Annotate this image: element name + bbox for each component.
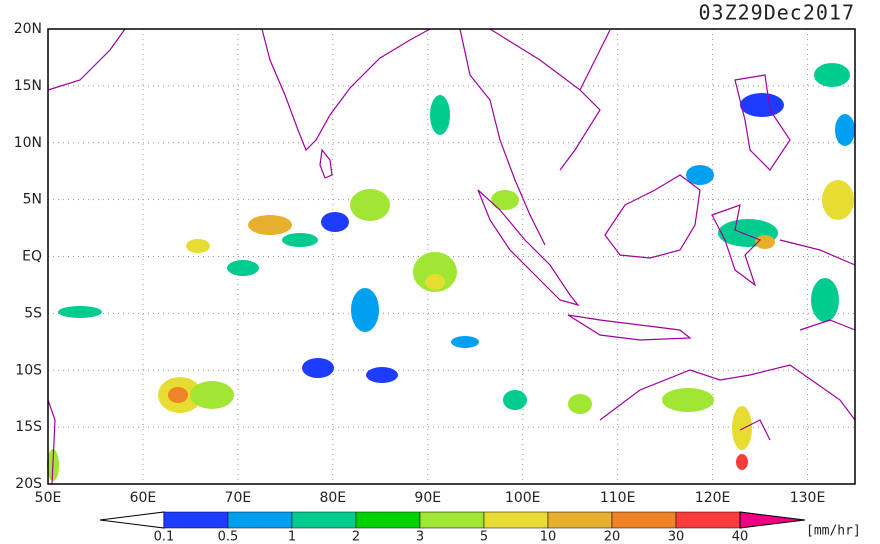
lon-label: 90E [414, 490, 441, 506]
colorbar-label: 5 [480, 530, 488, 544]
colorbar-label: 2 [352, 530, 360, 544]
lon-label: 60E [130, 490, 157, 506]
rain-area [186, 239, 210, 253]
rain-area [811, 278, 839, 322]
rain-area [736, 454, 748, 470]
lon-label: 50E [35, 490, 62, 506]
rain-area [814, 63, 850, 87]
lat-label: 20S [15, 476, 42, 492]
colorbar-box [611, 511, 677, 529]
rain-areas [47, 63, 855, 481]
rain-area [686, 165, 714, 185]
lat-label: 15N [14, 78, 42, 94]
colorbar-box [291, 511, 357, 529]
colorbar-box [547, 511, 613, 529]
colorbar-label: 0.5 [218, 530, 239, 544]
rain-area [425, 274, 445, 290]
lon-label: 80E [319, 490, 346, 506]
rain-area [190, 381, 234, 409]
colorbar-low [99, 511, 165, 529]
coastline [319, 148, 333, 179]
coastline [604, 174, 701, 259]
lat-label: EQ [22, 249, 42, 265]
rain-area [662, 388, 714, 412]
rain-area [168, 387, 188, 403]
rain-area [282, 233, 318, 247]
colorbar-high [739, 511, 806, 529]
rain-area [58, 306, 102, 318]
coastlines [47, 28, 856, 485]
rain-area [413, 252, 457, 292]
colorbar-box [163, 511, 229, 529]
rain-area [430, 95, 450, 135]
colorbar-label: 30 [668, 530, 685, 544]
coastline [47, 28, 126, 485]
rain-area [351, 288, 379, 332]
rain-area [350, 189, 390, 221]
lat-label: 20N [14, 21, 42, 37]
lon-label: 100E [505, 490, 541, 506]
lon-label: 110E [600, 490, 636, 506]
colorbar-label: 0.1 [154, 530, 175, 544]
lon-label: 120E [695, 490, 731, 506]
rain-area [835, 114, 855, 146]
colorbar-box [483, 511, 549, 529]
lon-label: 130E [790, 490, 826, 506]
grid [48, 29, 855, 484]
rain-area [321, 212, 349, 232]
rain-area [451, 336, 479, 348]
colorbar-label: 40 [732, 530, 749, 544]
colorbar-unit: [mm/hr] [806, 524, 861, 539]
rain-area [732, 406, 752, 450]
rain-area [302, 358, 334, 378]
colorbar-box [419, 511, 485, 529]
rain-area [503, 390, 527, 410]
coastline [477, 189, 580, 307]
colorbar-box [227, 511, 293, 529]
rain-area [568, 394, 592, 414]
coastline [567, 314, 692, 341]
rain-area [227, 260, 259, 276]
rain-area [366, 367, 398, 383]
coastline [459, 28, 546, 246]
lat-label: 10S [15, 362, 42, 378]
lon-label: 70E [225, 490, 252, 506]
rain-area [755, 235, 775, 249]
coastline [261, 28, 431, 152]
colorbar-box [675, 511, 741, 529]
colorbar-label: 3 [416, 530, 424, 544]
rain-area [822, 180, 854, 220]
colorbar: 0.1 0.5 1 2 3 5 10 20 30 40 [mm/hr] [99, 511, 861, 544]
coastline [779, 239, 856, 331]
rain-area [491, 190, 519, 210]
rain-area [248, 215, 292, 235]
coastline [734, 74, 791, 171]
lat-label: 5S [24, 305, 42, 321]
coastline [599, 364, 856, 441]
map-frame [47, 28, 856, 485]
lat-label: 5N [23, 192, 42, 208]
colorbar-label: 20 [604, 530, 621, 544]
map-title: 03Z29Dec2017 [699, 1, 856, 25]
colorbar-box [355, 511, 421, 529]
lat-label: 15S [15, 419, 42, 435]
colorbar-label: 10 [540, 530, 557, 544]
colorbar-label: 1 [288, 530, 296, 544]
coastline [711, 204, 762, 287]
lat-label: 10N [14, 135, 42, 151]
coastline [489, 28, 611, 171]
rain-area [740, 93, 784, 117]
